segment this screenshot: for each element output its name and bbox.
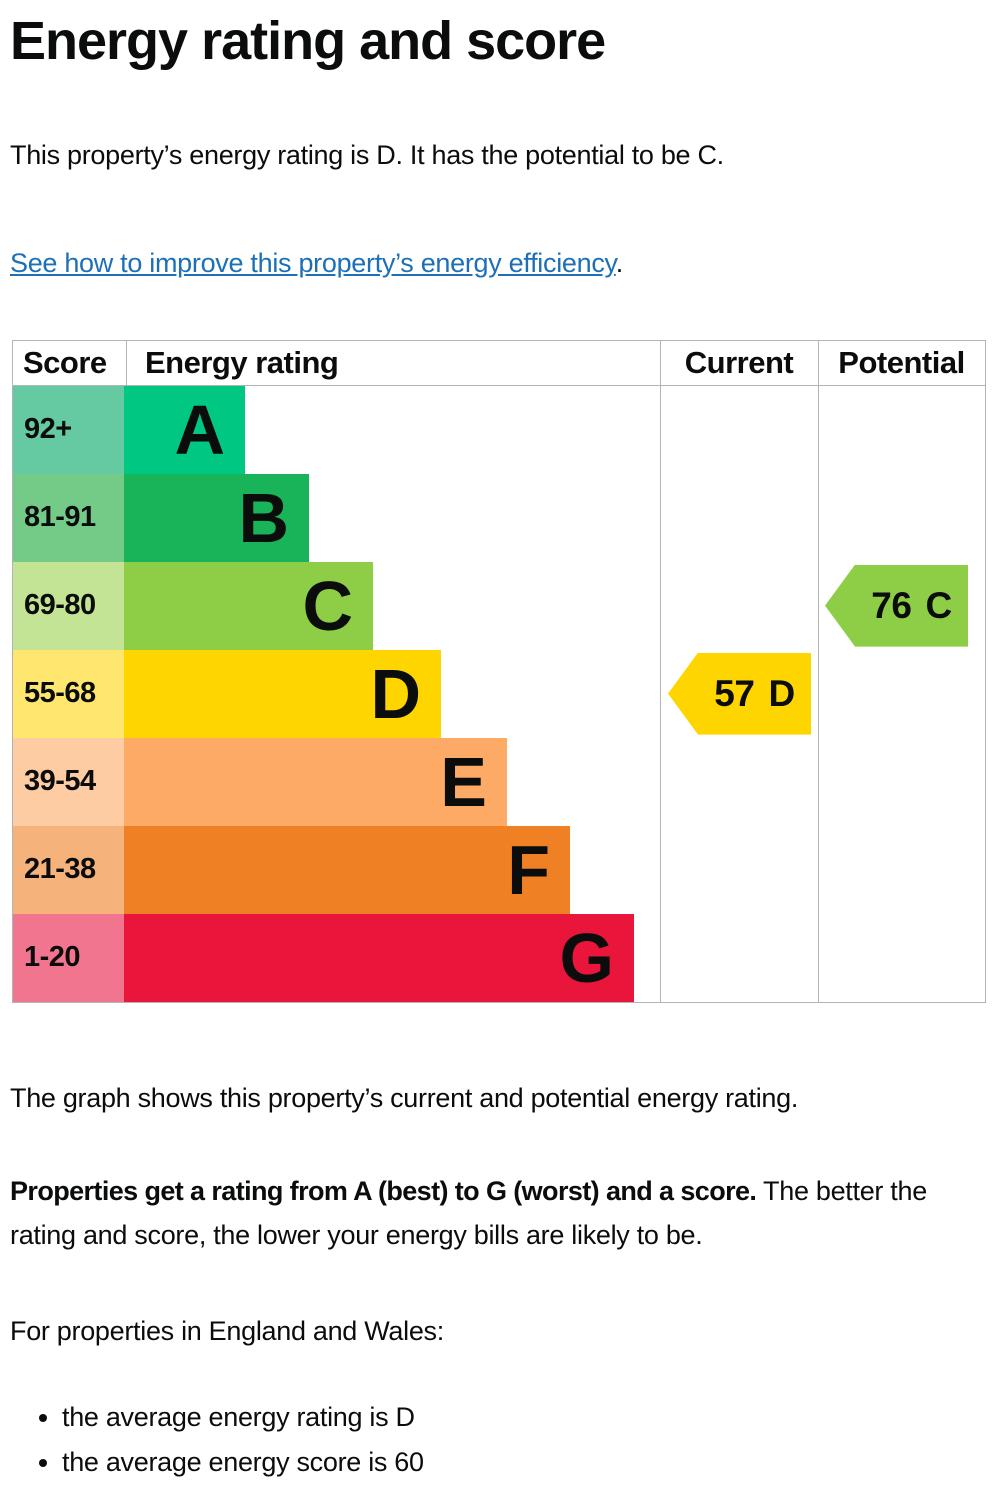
- header-potential: Potential: [838, 344, 965, 380]
- header-current: Current: [684, 344, 794, 380]
- potential-score: 76: [871, 584, 912, 626]
- rating-explanation-bold: Properties get a rating from A (best) to…: [10, 1176, 757, 1207]
- score-range-a: 92+: [13, 385, 124, 474]
- band-bar-c: C: [124, 561, 373, 650]
- potential-column-divider: [818, 340, 819, 1002]
- rating-explanation: Properties get a rating from A (best) to…: [10, 1170, 995, 1257]
- score-range-f: 21-38: [13, 825, 124, 914]
- band-bar-e: E: [124, 737, 507, 826]
- rating-explanation-rest: The better the rating and score, the low…: [10, 1176, 927, 1251]
- list-item-average-score: the average energy score is 60: [62, 1441, 986, 1485]
- page-title: Energy rating and score: [10, 11, 606, 71]
- epc-header-row: Score Energy rating Current Potential: [13, 340, 985, 386]
- list-item-average-rating: the average energy rating is D: [62, 1396, 986, 1440]
- header-score: Score: [13, 340, 127, 385]
- band-bar-f: F: [124, 825, 570, 914]
- epc-band-row-b: 81-91 B: [13, 473, 985, 562]
- header-energy-rating: Energy rating: [145, 344, 339, 380]
- region-heading: For properties in England and Wales:: [10, 1315, 444, 1346]
- current-score: 57: [714, 672, 755, 714]
- current-rating-arrow: 57 D: [668, 652, 811, 735]
- intro-text: This property’s energy rating is D. It h…: [10, 140, 724, 171]
- epc-band-row-f: 21-38 F: [13, 825, 985, 914]
- score-range-c: 69-80: [13, 561, 124, 650]
- band-bar-d: D: [124, 649, 441, 738]
- epc-band-row-c: 69-80 C: [13, 561, 985, 650]
- score-range-d: 55-68: [13, 649, 124, 738]
- epc-band-row-g: 1-20 G: [13, 913, 985, 1002]
- epc-band-row-e: 39-54 E: [13, 737, 985, 826]
- epc-band-row-a: 92+ A: [13, 385, 985, 474]
- current-band-letter: D: [768, 672, 795, 714]
- band-bar-a: A: [124, 385, 245, 474]
- improve-efficiency-link[interactable]: See how to improve this property’s energ…: [10, 247, 616, 278]
- score-range-b: 81-91: [13, 473, 124, 562]
- improve-link-line: See how to improve this property’s energ…: [10, 242, 986, 286]
- potential-rating-arrow: 76 C: [825, 564, 968, 647]
- epc-band-row-d: 55-68 D: [13, 649, 985, 738]
- graph-caption: The graph shows this property’s current …: [10, 1082, 799, 1113]
- current-column-divider: [660, 340, 661, 1002]
- score-range-g: 1-20: [13, 913, 124, 1002]
- region-stats-list: the average energy rating is D the avera…: [10, 1396, 986, 1485]
- band-bar-g: G: [124, 913, 634, 1002]
- epc-graph: Score Energy rating Current Potential 92…: [12, 339, 986, 1003]
- potential-band-letter: C: [925, 584, 952, 626]
- band-bar-b: B: [124, 473, 309, 562]
- score-range-e: 39-54: [13, 737, 124, 826]
- link-suffix: .: [615, 247, 624, 278]
